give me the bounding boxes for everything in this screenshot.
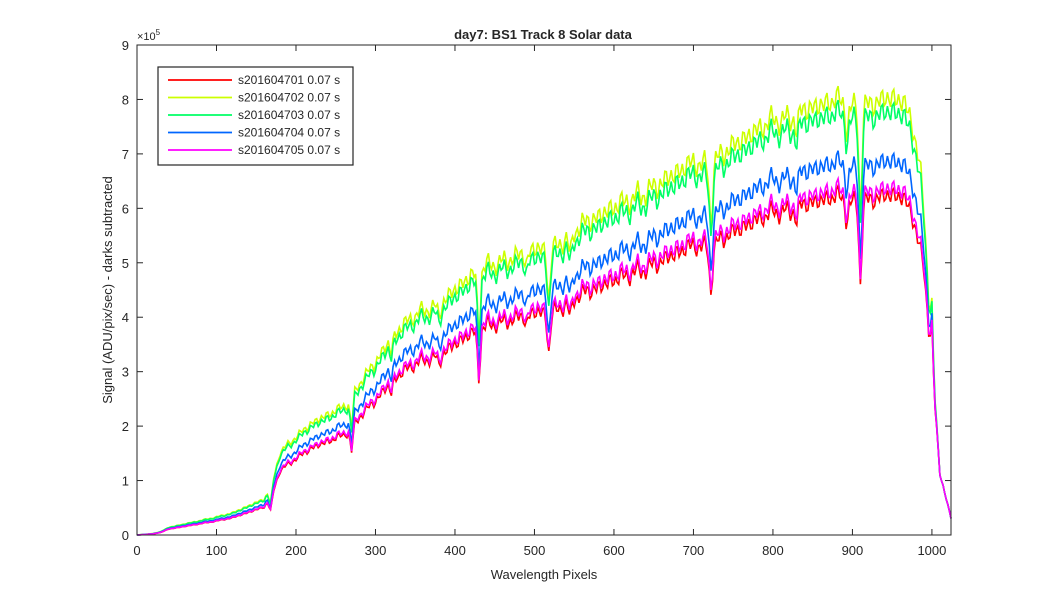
y-tick-label: 6 — [122, 201, 129, 216]
x-tick-label: 200 — [285, 543, 307, 558]
series-group — [136, 85, 952, 536]
legend-label: s201604705 0.07 s — [238, 143, 340, 157]
x-tick-label: 0 — [133, 543, 140, 558]
y-axis: 0 1 2 3 4 5 6 7 8 9 — [122, 38, 951, 543]
y-tick-label: 1 — [122, 474, 129, 489]
x-tick-label: 1000 — [917, 543, 946, 558]
legend-items: s201604701 0.07 s s201604702 0.07 s s20160… — [168, 73, 340, 157]
y-tick-label: 3 — [122, 365, 129, 380]
x-tick-label: 400 — [444, 543, 466, 558]
chart-title: day7: BS1 Track 8 Solar data — [454, 27, 633, 42]
series-line-1 — [136, 182, 952, 536]
legend-label: s201604702 0.07 s — [238, 91, 340, 105]
legend-label: s201604701 0.07 s — [238, 73, 340, 87]
y-tick-label: 5 — [122, 256, 129, 271]
x-axis: 0 100 200 300 400 500 600 700 800 900 1000 — [133, 45, 946, 558]
series-line-5 — [136, 175, 952, 536]
y-tick-label: 9 — [122, 38, 129, 53]
x-tick-label: 100 — [206, 543, 228, 558]
y-tick-label: 2 — [122, 419, 129, 434]
y-tick-label: 0 — [122, 528, 129, 543]
plot-area-frame — [136, 44, 952, 536]
x-tick-label: 700 — [683, 543, 705, 558]
legend-box — [157, 66, 354, 166]
y-tick-label: 4 — [122, 310, 129, 325]
x-tick-label: 900 — [842, 543, 864, 558]
legend-label: s201604703 0.07 s — [238, 108, 340, 122]
series-line-4 — [136, 150, 952, 536]
x-tick-label: 300 — [365, 543, 387, 558]
x-axis-label: Wavelength Pixels — [491, 567, 598, 582]
x-tick-label: 600 — [603, 543, 625, 558]
legend-label: s201604704 0.07 s — [238, 126, 340, 140]
y-exponent-power: 5 — [156, 28, 161, 37]
y-exponent-label: ×105 — [137, 28, 161, 43]
y-tick-label: 8 — [122, 92, 129, 107]
x-tick-label: 800 — [762, 543, 784, 558]
series-line-3 — [136, 99, 952, 536]
y-tick-label: 7 — [122, 147, 129, 162]
y-axis-label: Signal (ADU/pix/sec) - darks subtracted — [100, 176, 115, 404]
x-tick-label: 500 — [524, 543, 546, 558]
legend: s201604701 0.07 s s201604702 0.07 s s20160… — [157, 66, 354, 166]
